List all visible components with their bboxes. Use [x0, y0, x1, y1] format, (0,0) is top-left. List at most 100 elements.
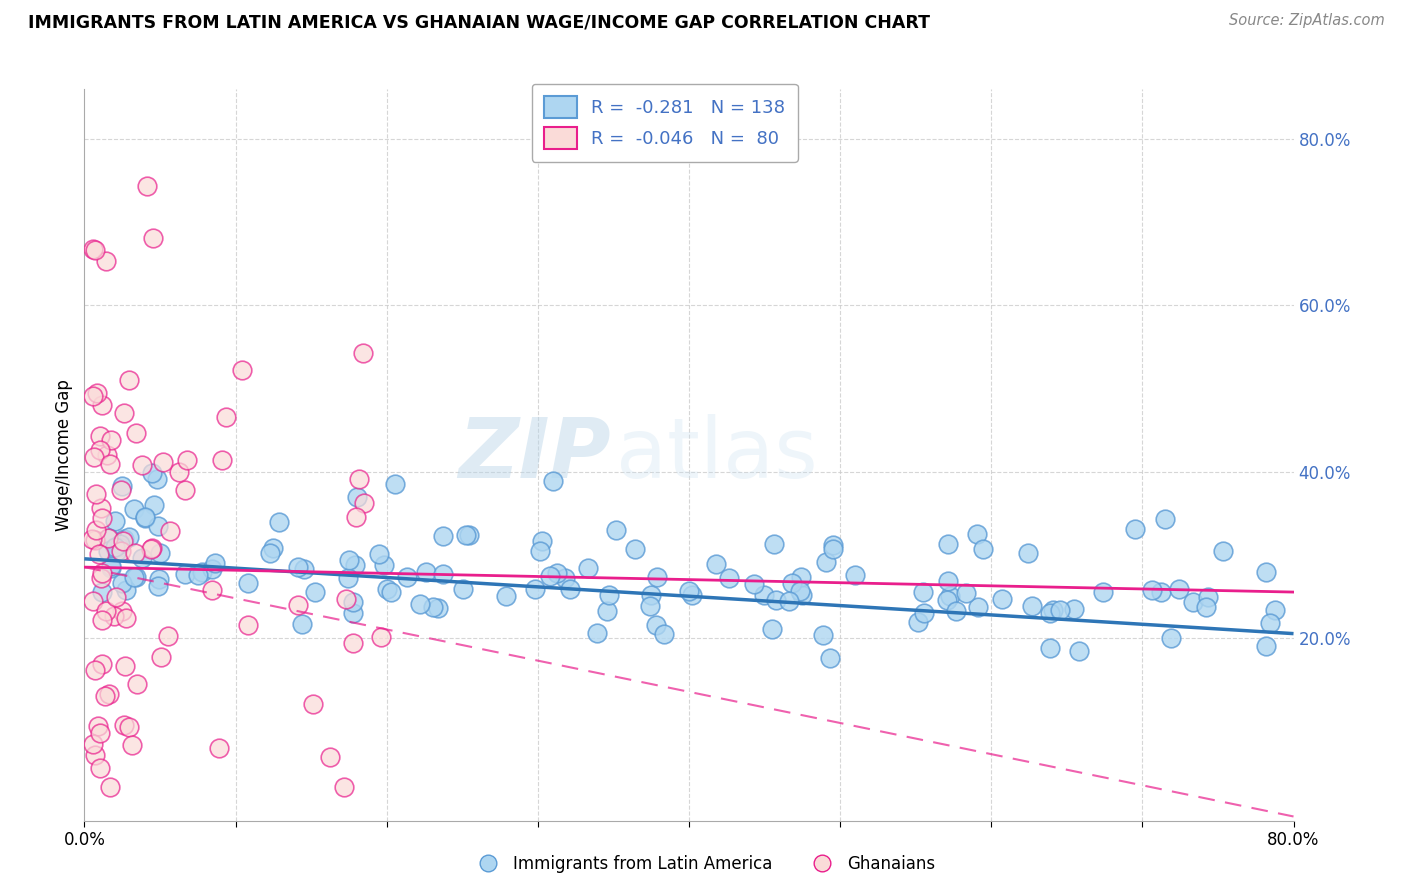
Point — [972, 542, 994, 557]
Point — [717, 571, 740, 585]
Point — [912, 606, 935, 620]
Point — [596, 604, 619, 618]
Point — [287, 560, 309, 574]
Point — [231, 362, 253, 376]
Point — [134, 510, 156, 524]
Point — [945, 604, 967, 618]
Point — [104, 590, 127, 604]
Point — [112, 534, 135, 549]
Point — [818, 651, 841, 665]
Text: ZIP: ZIP — [458, 415, 610, 495]
Point — [1150, 585, 1173, 599]
Point — [644, 617, 666, 632]
Point — [118, 720, 141, 734]
Point — [141, 541, 163, 555]
Point — [936, 537, 959, 551]
Point — [370, 630, 392, 644]
Point — [111, 575, 134, 590]
Point — [139, 542, 162, 557]
Point — [142, 230, 165, 244]
Point — [89, 547, 111, 561]
Point — [84, 487, 107, 501]
Point — [146, 472, 169, 486]
Point — [87, 719, 110, 733]
Point — [173, 483, 195, 498]
Point — [112, 717, 135, 731]
Point — [122, 570, 145, 584]
Point — [131, 550, 153, 565]
Point — [176, 453, 198, 467]
Point — [821, 538, 844, 552]
Point — [174, 567, 197, 582]
Point — [342, 595, 364, 609]
Point — [98, 457, 121, 471]
Point — [380, 584, 402, 599]
Point — [1039, 640, 1062, 655]
Point — [1140, 582, 1163, 597]
Point — [368, 547, 391, 561]
Point — [638, 599, 661, 614]
Point — [814, 555, 837, 569]
Point — [844, 568, 866, 582]
Point — [149, 546, 172, 560]
Point — [1042, 603, 1064, 617]
Point — [134, 509, 156, 524]
Point — [97, 531, 120, 545]
Point — [100, 433, 122, 447]
Point — [335, 592, 357, 607]
Point — [823, 541, 845, 556]
Point — [302, 697, 325, 711]
Point — [939, 589, 962, 603]
Point — [598, 588, 620, 602]
Point — [640, 588, 662, 602]
Point — [780, 576, 803, 591]
Point — [146, 518, 169, 533]
Legend: Immigrants from Latin America, Ghanaians: Immigrants from Latin America, Ghanaians — [464, 848, 942, 880]
Point — [292, 562, 315, 576]
Point — [704, 557, 727, 571]
Point — [938, 574, 960, 588]
Point — [82, 389, 104, 403]
Point — [187, 567, 209, 582]
Point — [90, 398, 112, 412]
Point — [167, 465, 190, 479]
Point — [110, 604, 132, 618]
Point — [377, 582, 399, 597]
Point — [1063, 601, 1085, 615]
Point — [91, 584, 114, 599]
Point — [744, 576, 766, 591]
Point — [1182, 595, 1205, 609]
Point — [1039, 606, 1062, 620]
Point — [201, 582, 224, 597]
Point — [1017, 546, 1039, 560]
Point — [762, 537, 785, 551]
Point — [353, 496, 375, 510]
Point — [344, 510, 367, 524]
Point — [236, 618, 259, 632]
Point — [907, 615, 929, 630]
Text: atlas: atlas — [616, 415, 818, 495]
Point — [396, 570, 419, 584]
Point — [104, 514, 127, 528]
Point — [146, 579, 169, 593]
Y-axis label: Wage/Income Gap: Wage/Income Gap — [55, 379, 73, 531]
Point — [97, 687, 120, 701]
Text: IMMIGRANTS FROM LATIN AMERICA VS GHANAIAN WAGE/INCOME GAP CORRELATION CHART: IMMIGRANTS FROM LATIN AMERICA VS GHANAIA… — [28, 13, 931, 31]
Point — [97, 543, 120, 558]
Point — [1021, 599, 1043, 613]
Point — [342, 635, 364, 649]
Point — [100, 561, 122, 575]
Point — [789, 583, 811, 598]
Point — [82, 737, 104, 751]
Point — [125, 570, 148, 584]
Point — [1153, 512, 1175, 526]
Point — [1256, 639, 1278, 653]
Point — [122, 501, 145, 516]
Point — [432, 566, 454, 581]
Point — [645, 569, 668, 583]
Point — [118, 373, 141, 387]
Point — [811, 628, 834, 642]
Point — [967, 599, 990, 614]
Point — [91, 566, 114, 581]
Point — [121, 738, 143, 752]
